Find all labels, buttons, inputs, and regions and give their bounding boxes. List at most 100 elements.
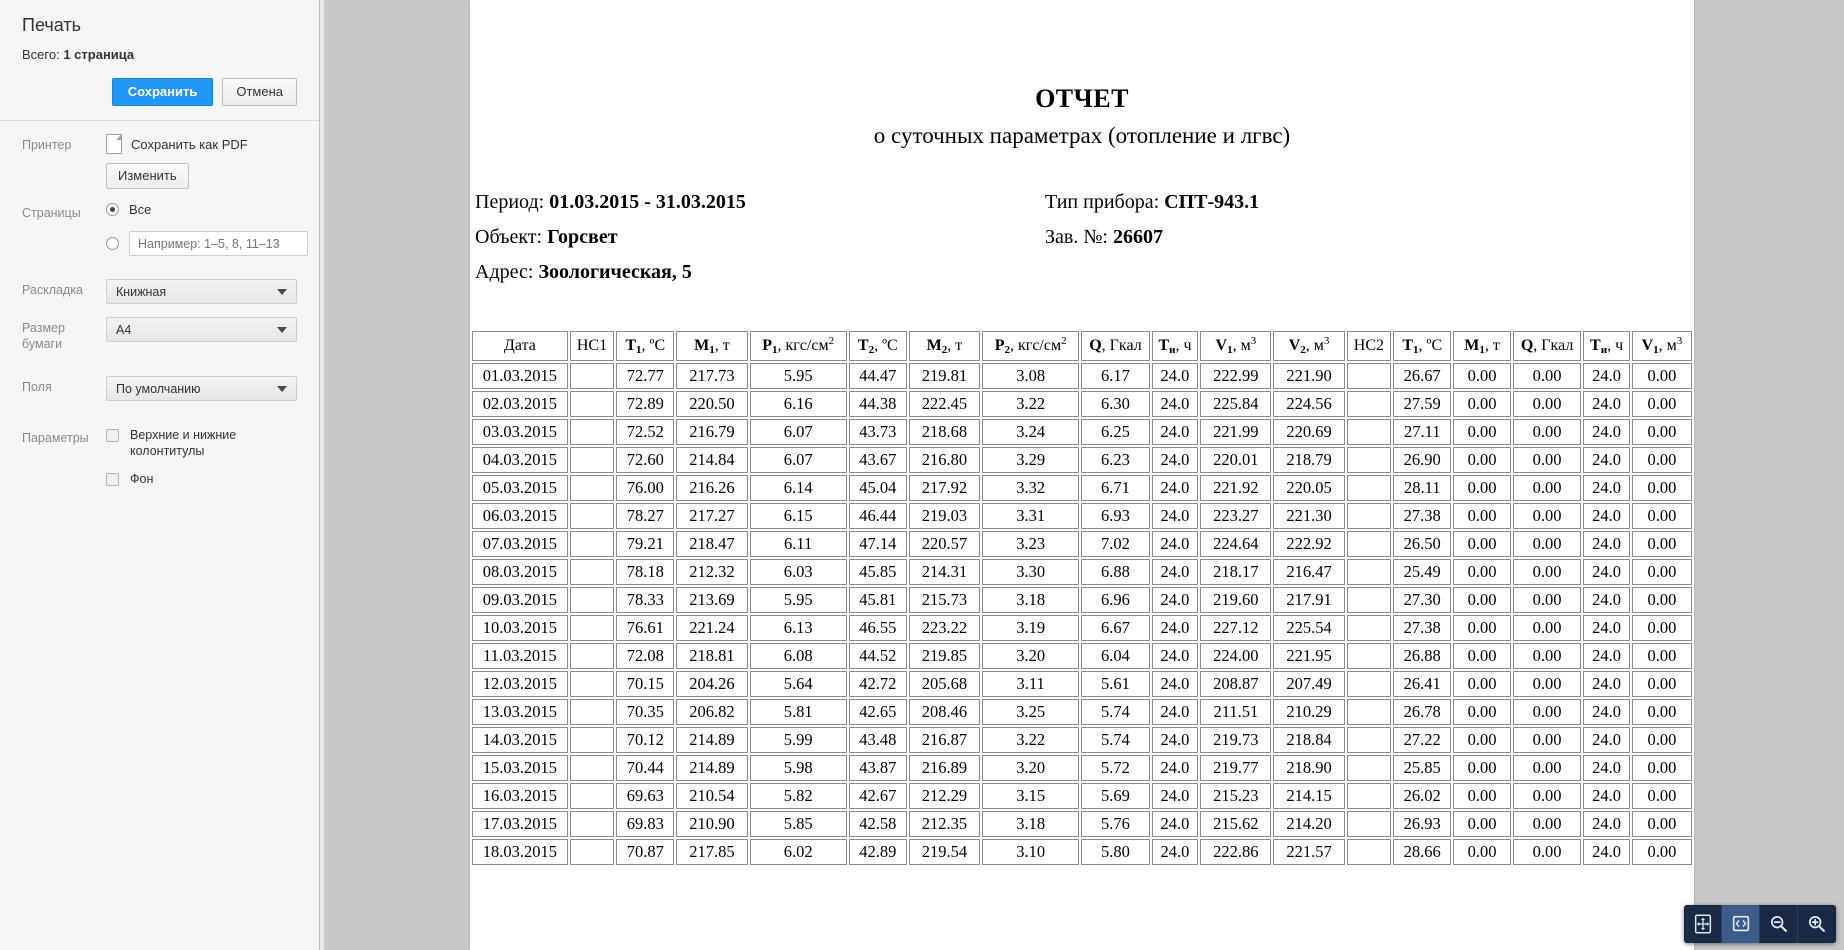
table-cell: 42.89: [848, 839, 907, 865]
table-cell: [569, 503, 615, 529]
meta-address-value: Зоологическая, 5: [538, 261, 692, 283]
table-cell: 24.0: [1151, 615, 1199, 641]
table-cell: 3.23: [982, 531, 1080, 557]
table-cell: 0.00: [1453, 755, 1511, 781]
margins-label: Поля: [22, 380, 52, 394]
table-cell: 210.54: [676, 783, 748, 809]
meta-serial-label: Зав. №:: [1045, 226, 1108, 248]
table-cell: 3.18: [982, 811, 1080, 837]
table-cell: 3.20: [982, 755, 1080, 781]
table-cell: 14.03.2015: [472, 727, 568, 753]
table-cell: 214.84: [676, 447, 748, 473]
table-cell: 6.13: [749, 615, 847, 641]
zoom-out-icon[interactable]: [1760, 905, 1798, 943]
table-cell: 218.90: [1273, 755, 1345, 781]
table-cell: 219.77: [1200, 755, 1272, 781]
table-cell: 0.00: [1512, 643, 1582, 669]
pages-range-input[interactable]: [129, 231, 308, 256]
table-row: 08.03.2015 78.18 212.32 6.03 45.85 214.31 3.30…: [472, 559, 1692, 585]
table-row: 16.03.2015 69.63 210.54 5.82 42.67 212.29 3.15…: [472, 783, 1692, 809]
table-cell: 0.00: [1453, 643, 1511, 669]
checkbox-headers-icon[interactable]: [106, 429, 119, 442]
fit-page-icon[interactable]: [1684, 905, 1722, 943]
table-cell: 222.45: [908, 391, 981, 417]
cancel-button[interactable]: Отмена: [222, 78, 297, 106]
total-pages-text: Всего: 1 страница: [22, 46, 297, 64]
table-cell: 5.99: [749, 727, 847, 753]
table-cell: 5.64: [749, 671, 847, 697]
option-headers-footers[interactable]: Верхние и нижние колонтитулы: [106, 427, 297, 459]
option-background[interactable]: Фон: [106, 471, 297, 487]
table-header-cell: M1, т: [1453, 331, 1511, 361]
table-row: 18.03.2015 70.87 217.85 6.02 42.89 219.54 3.10…: [472, 839, 1692, 865]
zoom-toolbar: [1684, 905, 1836, 943]
table-cell: 213.69: [676, 587, 748, 613]
table-cell: 5.98: [749, 755, 847, 781]
table-cell: 0.00: [1453, 531, 1511, 557]
table-cell: 223.27: [1200, 503, 1272, 529]
table-cell: 214.89: [676, 727, 748, 753]
table-cell: 45.85: [848, 559, 907, 585]
table-cell: 24.0: [1583, 363, 1630, 389]
table-cell: 0.00: [1453, 391, 1511, 417]
paper-size-select[interactable]: A4: [106, 317, 297, 342]
table-cell: [569, 671, 615, 697]
table-cell: 44.52: [848, 643, 907, 669]
table-cell: 5.69: [1081, 783, 1150, 809]
table-cell: 208.87: [1200, 671, 1272, 697]
table-cell: 24.0: [1583, 699, 1630, 725]
option-headers-label: Верхние и нижние колонтитулы: [130, 428, 237, 458]
table-cell: [569, 727, 615, 753]
printer-label: Принтер: [22, 138, 72, 152]
change-printer-button[interactable]: Изменить: [106, 163, 189, 189]
table-cell: [569, 475, 615, 501]
table-cell: 217.85: [676, 839, 748, 865]
table-cell: 223.22: [908, 615, 981, 641]
table-cell: 0.00: [1631, 587, 1692, 613]
table-cell: 44.47: [848, 363, 907, 389]
fit-width-icon[interactable]: [1722, 905, 1760, 943]
save-button[interactable]: Сохранить: [111, 78, 214, 106]
table-cell: 70.87: [616, 839, 675, 865]
meta-device: Тип прибора: СПТ-943.1: [1045, 191, 1689, 214]
table-cell: [569, 811, 615, 837]
checkbox-background-icon[interactable]: [106, 473, 119, 486]
table-cell: 24.0: [1583, 475, 1630, 501]
table-cell: 6.93: [1081, 503, 1150, 529]
table-cell: 0.00: [1453, 727, 1511, 753]
table-cell: 221.57: [1273, 839, 1345, 865]
pages-all-option[interactable]: Все: [106, 202, 308, 217]
layout-select[interactable]: Книжная: [106, 279, 297, 304]
report-title: ОТЧЕТ: [1035, 84, 1129, 113]
table-cell: 217.91: [1273, 587, 1345, 613]
pages-range-option[interactable]: [106, 231, 308, 256]
table-cell: 08.03.2015: [472, 559, 568, 585]
radio-all-icon[interactable]: [106, 203, 119, 216]
table-cell: 222.86: [1200, 839, 1272, 865]
table-cell: 0.00: [1512, 811, 1582, 837]
table-cell: 221.95: [1273, 643, 1345, 669]
preview-scrollbar[interactable]: [320, 0, 324, 950]
dialog-actions: Сохранить Отмена: [0, 64, 319, 120]
radio-range-icon[interactable]: [106, 237, 119, 250]
table-cell: 215.62: [1200, 811, 1272, 837]
zoom-in-icon[interactable]: [1798, 905, 1836, 943]
margins-select[interactable]: По умолчанию: [106, 376, 297, 401]
table-cell: 5.74: [1081, 699, 1150, 725]
table-cell: 42.72: [848, 671, 907, 697]
table-header-cell: T2, ºC: [848, 331, 907, 361]
meta-device-label: Тип прибора:: [1045, 191, 1160, 213]
table-cell: 72.52: [616, 419, 675, 445]
table-cell: 208.46: [908, 699, 981, 725]
table-cell: 217.27: [676, 503, 748, 529]
table-row: 11.03.2015 72.08 218.81 6.08 44.52 219.85 3.20…: [472, 643, 1692, 669]
table-cell: 72.08: [616, 643, 675, 669]
table-cell: 0.00: [1631, 615, 1692, 641]
document-preview-pane[interactable]: ОТЧЕТ о суточных параметрах (отопление и…: [320, 0, 1844, 950]
table-cell: [1346, 531, 1392, 557]
table-header-cell: M1, т: [676, 331, 748, 361]
paper-size-label: Размер бумаги: [22, 321, 65, 351]
table-cell: 6.11: [749, 531, 847, 557]
table-cell: 24.0: [1151, 503, 1199, 529]
